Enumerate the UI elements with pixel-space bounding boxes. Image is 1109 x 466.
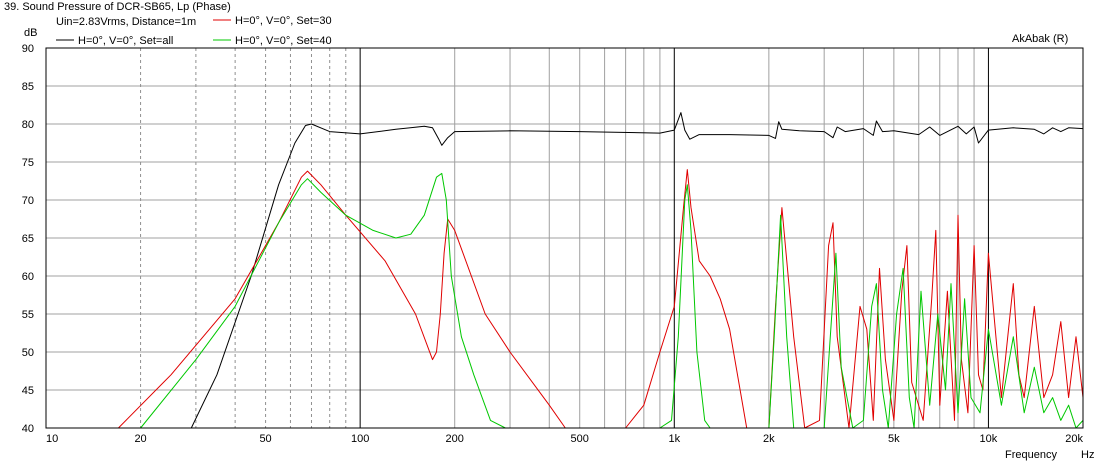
y-tick-label: 75: [22, 157, 34, 169]
y-axis-label: dB: [24, 27, 38, 39]
x-tick-label: 10: [46, 433, 58, 445]
y-tick-label: 45: [22, 385, 34, 397]
series-line-3: [46, 172, 1084, 429]
legend-label-1: H=0°, V=0°, Set=all: [78, 35, 173, 47]
y-tick-label: 90: [22, 43, 34, 55]
x-tick-label: 10k: [980, 433, 998, 445]
tick-labels: 40 45 50 55 60 65 70 75 80 85 90 10 20 50 100 200 500 1k 2…: [22, 43, 1084, 445]
x-tick-label: 20: [134, 433, 146, 445]
y-tick-label: 85: [22, 81, 34, 93]
x-axis-unit: Hz: [1081, 449, 1095, 461]
series-line-1: [46, 112, 1084, 429]
x-tick-label: 5k: [888, 433, 900, 445]
x-tick-label: 500: [571, 433, 589, 445]
chart-title: 39. Sound Pressure of DCR-SB65, Lp (Phas…: [4, 1, 231, 13]
series-line-2: [46, 169, 1084, 429]
legend-label-2: H=0°, V=0°, Set=30: [235, 15, 332, 27]
x-tick-label: 1k: [668, 433, 680, 445]
y-tick-label: 65: [22, 233, 34, 245]
x-tick-label: 200: [446, 433, 464, 445]
y-tick-label: 80: [22, 119, 34, 131]
y-tick-label: 60: [22, 271, 34, 283]
y-tick-label: 40: [22, 423, 34, 435]
x-tick-label: 100: [351, 433, 369, 445]
y-tick-label: 70: [22, 195, 34, 207]
series-layer: [46, 112, 1084, 429]
x-tick-label: 20k: [1065, 433, 1083, 445]
y-tick-label: 55: [22, 309, 34, 321]
chart-subtitle: Uin=2.83Vrms, Distance=1m: [56, 16, 197, 28]
x-tick-label: 2k: [763, 433, 775, 445]
legend: H=0°, V=0°, Set=all H=0°, V=0°, Set=30 H=0…: [56, 15, 332, 47]
x-tick-label: 50: [259, 433, 271, 445]
y-tick-label: 50: [22, 347, 34, 359]
watermark-label: AkAbak (R): [1012, 33, 1069, 45]
x-axis-label: Frequency: [1005, 449, 1057, 461]
legend-label-3: H=0°, V=0°, Set=40: [235, 35, 332, 47]
plot-frame: [45, 47, 1084, 429]
